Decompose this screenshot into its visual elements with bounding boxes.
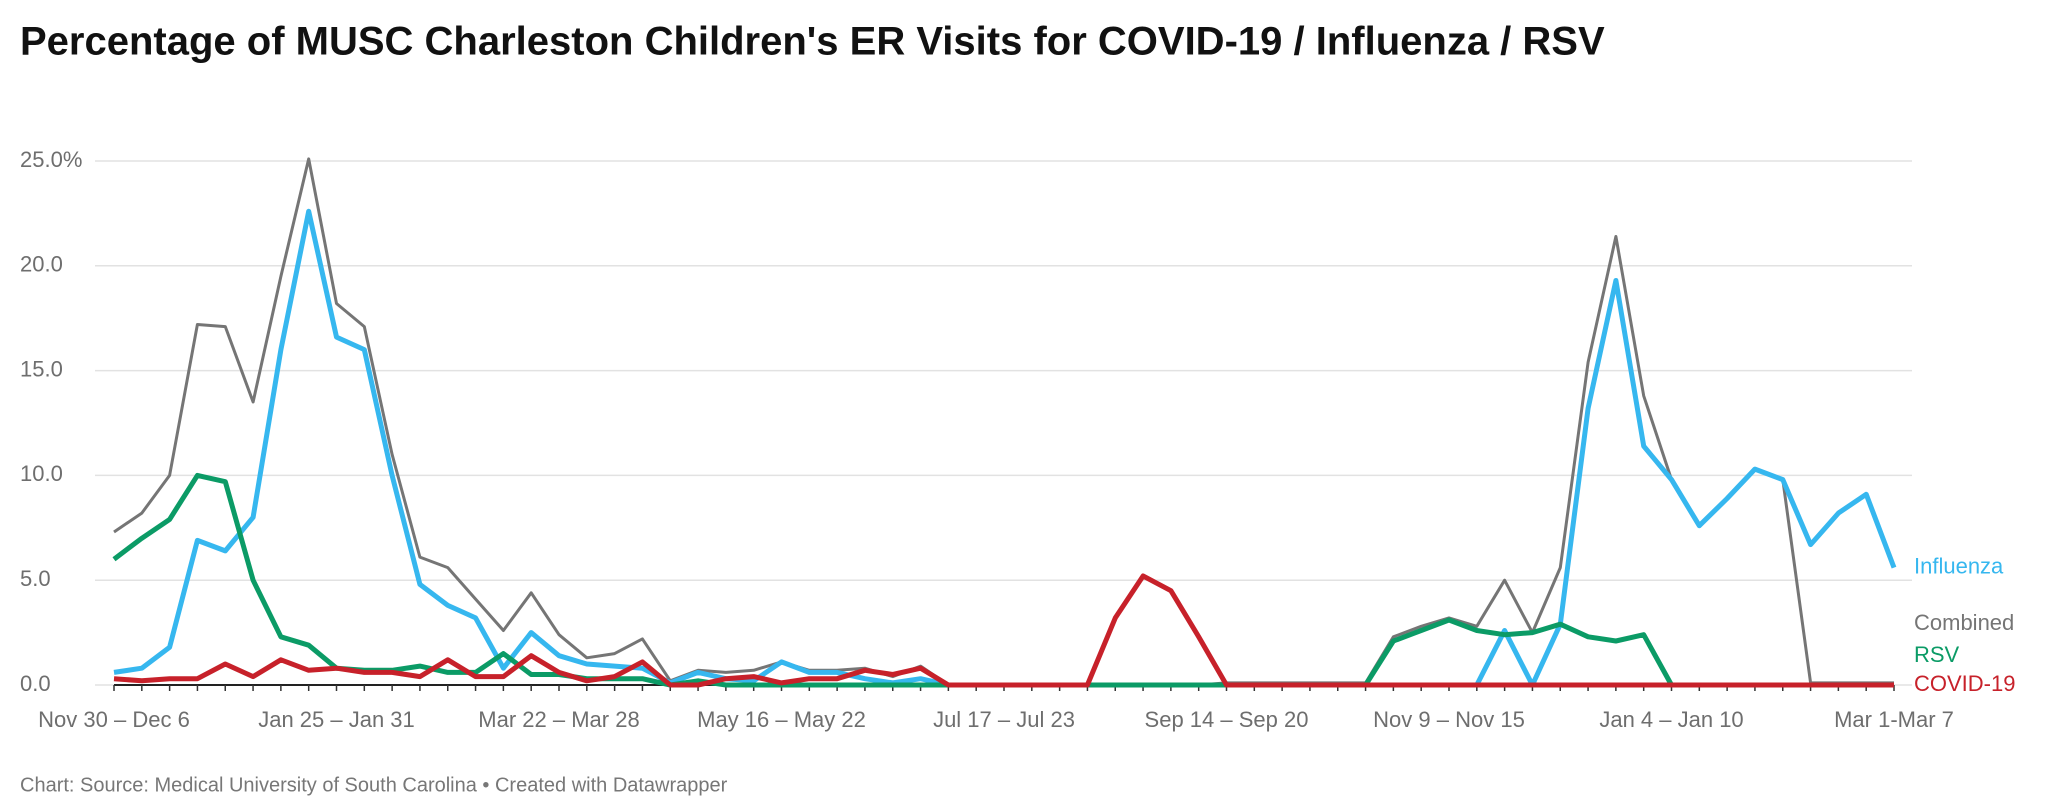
y-tick-label: 20.0 [20,252,63,277]
y-tick-label: 10.0 [20,461,63,486]
series-label: COVID-19 [1914,671,2015,696]
chart-title: Percentage of MUSC Charleston Children's… [20,20,1605,64]
y-tick-label: 0.0 [20,671,51,696]
y-tick-label: 25.0% [20,147,82,172]
x-tick-label: May 16 – May 22 [697,707,866,732]
series-label: Influenza [1914,553,2004,578]
x-tick-label: Mar 22 – Mar 28 [478,707,639,732]
footer: Chart: Source: Medical University of Sou… [20,774,728,796]
x-tick-label: Sep 14 – Sep 20 [1145,707,1309,732]
series-line [113,208,1897,688]
series-label: Combined [1914,610,2014,635]
x-tick-label: Mar 1-Mar 7 [1834,707,1954,732]
x-tick-label: Jan 4 – Jan 10 [1599,707,1743,732]
series-label: RSV [1914,642,1960,667]
y-tick-label: 15.0 [20,356,63,381]
x-tick-label: Jul 17 – Jul 23 [933,707,1075,732]
x-tick-label: Nov 9 – Nov 15 [1373,707,1525,732]
x-tick-label: Nov 30 – Dec 6 [38,707,190,732]
x-tick-label: Jan 25 – Jan 31 [258,707,415,732]
y-tick-label: 5.0 [20,566,51,591]
series-line [113,573,1894,688]
